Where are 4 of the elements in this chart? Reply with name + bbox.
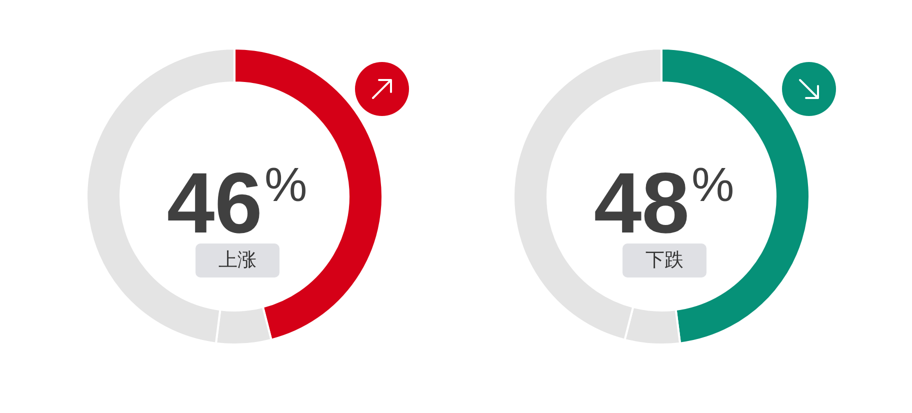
slice-label: 下跌: [646, 250, 684, 271]
data-label: 48%: [594, 156, 734, 252]
data-label: 46%: [166, 156, 308, 252]
slice-label: 上涨: [218, 250, 256, 271]
